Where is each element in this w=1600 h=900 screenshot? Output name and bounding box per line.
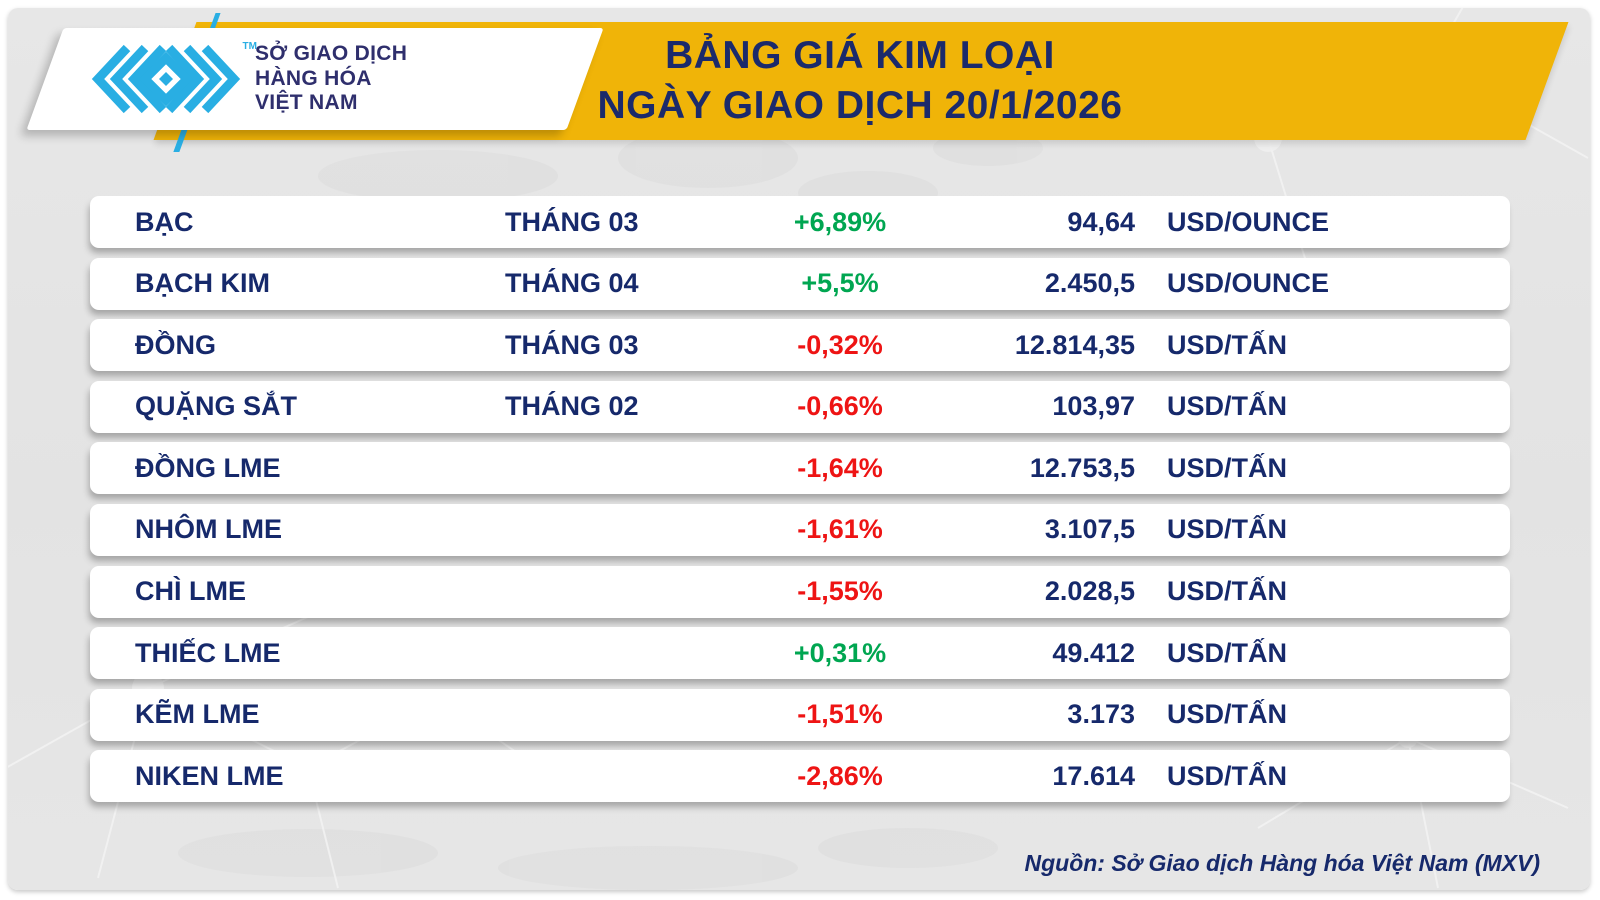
price-unit: USD/TẤN [1167, 760, 1287, 791]
contract-month: THÁNG 03 [505, 206, 639, 237]
table-row: KẼM LME -1,51% 3.173 USD/TẤN [90, 688, 1510, 741]
price-value: 3.173 [1067, 699, 1135, 730]
price-unit: USD/TẤN [1167, 576, 1287, 607]
table-row: ĐỒNG LME -1,64% 12.753,5 USD/TẤN [90, 442, 1510, 495]
price-value: 3.107,5 [1044, 514, 1135, 545]
price-unit: USD/OUNCE [1167, 268, 1330, 299]
price-unit: USD/TẤN [1167, 391, 1287, 422]
table-row: NHÔM LME -1,61% 3.107,5 USD/TẤN [90, 503, 1510, 556]
table-row: BẠC THÁNG 03 +6,89% 94,64 USD/OUNCE [90, 196, 1510, 248]
price-table: BẠC THÁNG 03 +6,89% 94,64 USD/OUNCE BẠCH… [90, 196, 1510, 803]
table-row: ĐỒNG THÁNG 03 -0,32% 12.814,35 USD/TẤN [90, 319, 1510, 372]
page-title: BẢNG GIÁ KIM LOẠI NGÀY GIAO DỊCH 20/1/20… [180, 22, 1540, 140]
org-name-line3: VIỆT NAM [255, 91, 358, 115]
table-row: QUẶNG SẮT THÁNG 02 -0,66% 103,97 USD/TẤN [90, 380, 1510, 433]
percent-change: +0,31% [793, 637, 887, 668]
price-unit: USD/TẤN [1167, 514, 1287, 545]
price-value: 49.412 [1052, 637, 1135, 668]
source-note: Nguồn: Sở Giao dịch Hàng hóa Việt Nam (M… [1024, 850, 1540, 876]
percent-change: +6,89% [793, 206, 887, 237]
contract-month: THÁNG 03 [505, 329, 639, 360]
table-row: THIẾC LME +0,31% 49.412 USD/TẤN [90, 627, 1510, 680]
price-value: 2.028,5 [1044, 576, 1135, 607]
price-value: 103,97 [1052, 391, 1135, 422]
org-name-line2: HÀNG HÓA [255, 66, 372, 90]
commodity-name: BẠC [135, 206, 194, 237]
price-value: 94,64 [1067, 206, 1135, 237]
price-unit: USD/TẤN [1167, 699, 1287, 730]
mxv-logo-content: TM SỞ GIAO DỊCH HÀNG HÓA VIỆT NAM [63, 28, 583, 130]
commodity-name: THIẾC LME [135, 637, 281, 668]
contract-month: THÁNG 04 [505, 268, 639, 299]
page-title-line1: BẢNG GIÁ KIM LOẠI [665, 34, 1055, 78]
commodity-name: ĐỒNG LME [135, 452, 281, 483]
percent-change: -1,55% [797, 576, 883, 607]
org-name-line1: SỞ GIAO DỊCH [255, 42, 408, 66]
percent-change: -0,32% [797, 329, 883, 360]
price-unit: USD/TẤN [1167, 329, 1287, 360]
price-value: 2.450,5 [1044, 268, 1135, 299]
commodity-name: BẠCH KIM [135, 268, 270, 299]
trademark-symbol: TM [242, 41, 257, 52]
percent-change: -2,86% [797, 760, 883, 791]
commodity-name: QUẶNG SẮT [135, 391, 297, 422]
infographic-card: BẢNG GIÁ KIM LOẠI NGÀY GIAO DỊCH 20/1/20… [8, 8, 1590, 890]
price-unit: USD/OUNCE [1167, 206, 1330, 237]
price-value: 12.814,35 [1014, 329, 1135, 360]
price-unit: USD/TẤN [1167, 637, 1287, 668]
commodity-name: CHÌ LME [135, 576, 246, 607]
contract-month: THÁNG 02 [505, 391, 639, 422]
page-title-line2: NGÀY GIAO DỊCH 20/1/2026 [597, 84, 1123, 127]
price-unit: USD/TẤN [1167, 452, 1287, 483]
percent-change: -1,64% [797, 452, 883, 483]
commodity-name: NIKEN LME [135, 760, 284, 791]
table-row: CHÌ LME -1,55% 2.028,5 USD/TẤN [90, 565, 1510, 618]
percent-change: -1,61% [797, 514, 883, 545]
commodity-name: ĐỒNG [135, 329, 216, 360]
price-value: 12.753,5 [1029, 452, 1135, 483]
price-value: 17.614 [1052, 760, 1135, 791]
commodity-name: KẼM LME [135, 699, 260, 730]
percent-change: -0,66% [797, 391, 883, 422]
percent-change: +5,5% [801, 268, 879, 299]
table-row: BẠCH KIM THÁNG 04 +5,5% 2.450,5 USD/OUNC… [90, 257, 1510, 310]
mxv-logo-icon: TM [91, 41, 257, 115]
table-row: NIKEN LME -2,86% 17.614 USD/TẤN [90, 750, 1510, 803]
percent-change: -1,51% [797, 699, 883, 730]
mxv-logo-wordmark: SỞ GIAO DỊCH HÀNG HÓA VIỆT NAM [255, 42, 407, 115]
commodity-name: NHÔM LME [135, 514, 282, 545]
